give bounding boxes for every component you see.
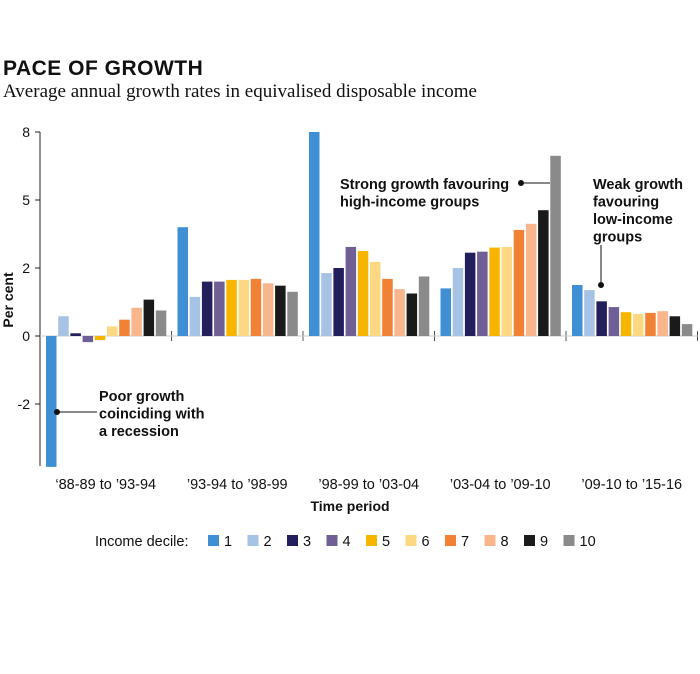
legend-swatch-9 xyxy=(524,535,535,546)
bar-decile-2 xyxy=(189,296,201,336)
bar-decile-4 xyxy=(608,307,620,336)
y-tick-label: 5 xyxy=(22,192,30,208)
bar-decile-5 xyxy=(94,336,106,341)
bar-decile-4 xyxy=(345,246,357,336)
legend-label: 2 xyxy=(264,534,272,550)
bar-decile-2 xyxy=(321,273,332,336)
category-label: ’03-04 to ’09-10 xyxy=(450,477,551,493)
bar-decile-4 xyxy=(214,281,225,336)
y-axis-label: Per cent xyxy=(0,272,16,328)
bar-decile-2 xyxy=(584,290,595,336)
bar-decile-5 xyxy=(357,251,369,336)
category-label: ’93-94 to ’98-99 xyxy=(187,477,288,493)
legend-label: 3 xyxy=(303,534,311,550)
legend-swatch-3 xyxy=(287,535,298,546)
annotation-text: Poor growth xyxy=(99,389,184,405)
legend-label: 6 xyxy=(422,534,430,550)
legend-label: 7 xyxy=(461,534,469,550)
bar-decile-2 xyxy=(58,316,69,336)
annotation-text: coinciding with xyxy=(99,407,205,423)
annotation-text: favouring xyxy=(593,195,659,211)
legend-label: 1 xyxy=(224,534,232,550)
bar-decile-6 xyxy=(370,261,381,336)
category-label: ’98-99 to ’03-04 xyxy=(318,477,419,493)
y-tick-label: 0 xyxy=(22,328,30,344)
bar-decile-3 xyxy=(201,281,213,336)
bar-decile-9 xyxy=(538,210,549,336)
legend-label: 8 xyxy=(501,534,509,550)
bar-decile-8 xyxy=(657,311,668,336)
legend-swatch-6 xyxy=(405,535,417,546)
bar-decile-4 xyxy=(477,251,488,336)
bar-decile-10 xyxy=(418,276,430,336)
bar-decile-1 xyxy=(177,227,188,336)
bar-decile-3 xyxy=(596,301,607,336)
bar-decile-9 xyxy=(143,299,155,336)
bar-decile-5 xyxy=(620,312,632,336)
category-label: ‘88-89 to ’93-94 xyxy=(55,477,156,493)
legend-swatch-7 xyxy=(445,535,456,546)
bar-decile-6 xyxy=(107,326,118,336)
annotation-text: high-income groups xyxy=(340,195,479,211)
annotation-text: groups xyxy=(593,230,642,246)
bar-decile-1 xyxy=(46,336,57,467)
bar-decile-7 xyxy=(382,278,393,336)
legend-label: 4 xyxy=(343,534,351,550)
bar-decile-10 xyxy=(287,291,298,336)
x-axis-label: Time period xyxy=(310,498,389,514)
bar-decile-4 xyxy=(82,336,94,343)
legend-label: 5 xyxy=(382,534,390,550)
legend-swatch-4 xyxy=(326,535,338,546)
bar-decile-7 xyxy=(513,229,525,336)
bar-decile-6 xyxy=(238,279,249,336)
bar-decile-5 xyxy=(489,247,500,336)
bar-decile-6 xyxy=(633,313,644,336)
bar-decile-6 xyxy=(501,246,512,336)
chart-subtitle: Average annual growth rates in equivalis… xyxy=(3,81,477,102)
bar-decile-2 xyxy=(452,268,464,336)
bar-decile-3 xyxy=(70,333,81,336)
bar-decile-1 xyxy=(440,288,451,336)
annotation-dot xyxy=(518,180,524,186)
chart-title: PACE OF GROWTH xyxy=(3,57,204,80)
bar-decile-1 xyxy=(309,132,320,336)
annotation-text: Strong growth favouring xyxy=(340,177,509,193)
legend-swatch-1 xyxy=(208,535,219,546)
bar-decile-7 xyxy=(119,319,130,336)
legend-swatch-5 xyxy=(366,535,377,546)
y-tick-label: 2 xyxy=(22,260,30,276)
bar-decile-3 xyxy=(333,268,344,336)
y-tick-label: 8 xyxy=(22,124,30,140)
bar-decile-8 xyxy=(131,307,142,336)
bar-decile-8 xyxy=(394,289,405,336)
legend-swatch-10 xyxy=(563,535,575,546)
annotation-text: a recession xyxy=(99,424,179,440)
bar-decile-1 xyxy=(572,285,583,336)
bar-decile-8 xyxy=(262,283,274,336)
annotation-text: Weak growth xyxy=(593,177,683,193)
legend-title: Income decile: xyxy=(95,534,189,550)
bar-decile-10 xyxy=(550,155,561,336)
bar-decile-9 xyxy=(669,316,681,336)
bar-decile-9 xyxy=(406,293,418,336)
legend-label: 10 xyxy=(580,534,596,550)
legend-swatch-8 xyxy=(484,535,496,546)
y-tick-label: -2 xyxy=(18,396,31,412)
bar-decile-9 xyxy=(275,285,286,336)
category-label: ’09-10 to ’15-16 xyxy=(581,477,682,493)
bar-decile-7 xyxy=(250,278,262,336)
legend-swatch-2 xyxy=(247,535,259,546)
bar-decile-5 xyxy=(226,279,237,336)
annotation-text: low-income xyxy=(593,212,673,228)
bar-decile-8 xyxy=(525,223,537,336)
annotation-dot xyxy=(54,409,60,415)
annotation-dot xyxy=(598,282,604,288)
bar-decile-10 xyxy=(681,324,693,336)
bar-decile-3 xyxy=(464,252,476,336)
legend-label: 9 xyxy=(540,534,548,550)
bar-decile-10 xyxy=(155,310,167,336)
bar-decile-7 xyxy=(645,312,656,336)
